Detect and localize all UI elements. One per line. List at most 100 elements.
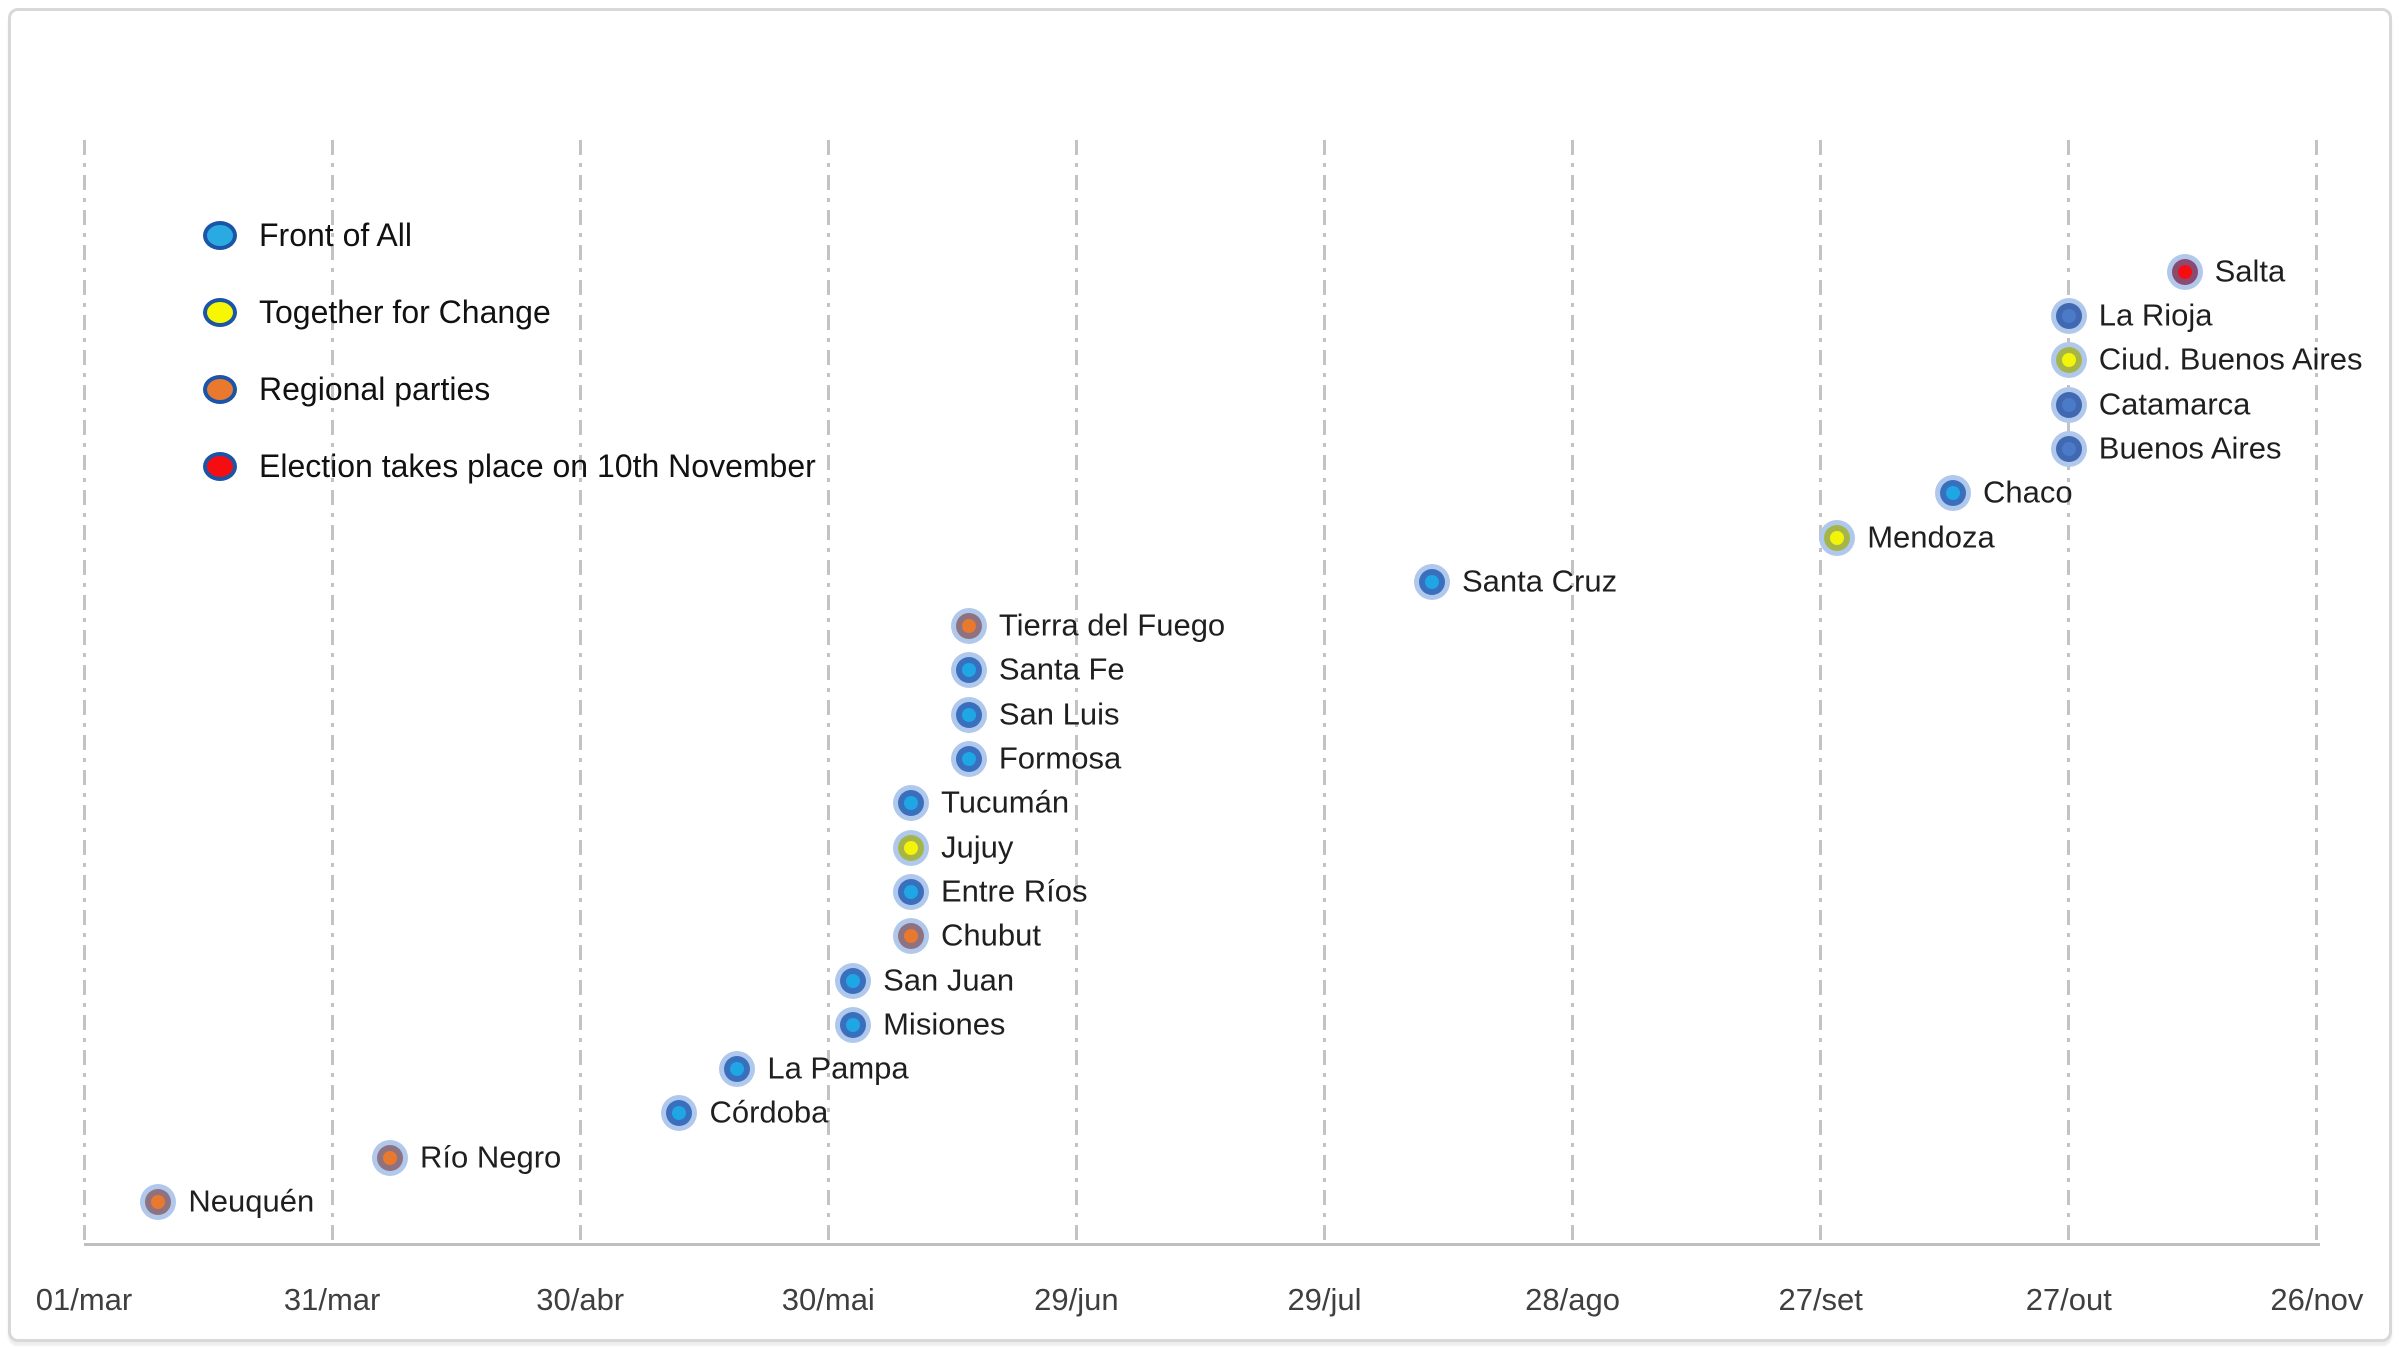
point-marker-tierra-del-fuego [950,608,987,645]
point-marker-entre-rios [893,873,929,910]
point-marker-chaco [1935,475,1972,512]
legend-label-regional-parties: Regional parties [259,370,491,407]
point-ring-san-luis [955,701,982,728]
point-core-la-pampa [730,1062,745,1077]
x-tick-label: 28/ago [1525,1282,1621,1317]
point-ring-tucuman [898,790,924,817]
x-tick-label: 26/nov [2270,1282,2364,1317]
point-marker-ciud-buenos-aires [2050,342,2087,379]
point-ring-neuquen [145,1189,172,1215]
gridline-27-out [2067,140,2071,1243]
point-label-formosa: Formosa [998,740,1122,776]
point-marker-jujuy [893,829,929,866]
point-ring-formosa [955,746,982,772]
point-label-santa-cruz: Santa Cruz [1462,563,1618,599]
point-marker-mendoza [1819,519,1856,556]
point-core-salta [2177,264,2192,279]
point-core-santa-fe [961,663,976,678]
point-label-la-pampa: La Pampa [767,1050,909,1086]
point-ring-catamarca [2055,391,2082,418]
legend-marker-regional-parties [203,374,237,404]
point-marker-san-juan [835,962,872,999]
point-ring-chubut [898,923,924,950]
point-label-entre-rios: Entre Ríos [941,873,1088,909]
point-core-buenos-aires [2061,441,2076,456]
x-tick-label: 29/jul [1287,1282,1362,1317]
legend-marker-election-10-nov [203,451,237,481]
point-marker-cordoba [661,1095,698,1132]
point-ring-santa-fe [955,657,982,684]
point-label-chaco: Chaco [1983,474,2073,510]
legend-label-front-of-all: Front of All [259,216,412,253]
legend-label-together-for-change: Together for Change [259,293,551,330]
point-ring-mendoza [1824,524,1851,551]
point-label-misiones: Misiones [883,1006,1006,1042]
point-core-rio-negro [382,1150,397,1165]
point-ring-ciud-buenos-aires [2055,347,2082,374]
gridline-31-mar [330,140,334,1243]
point-ring-buenos-aires [2055,435,2082,462]
point-ring-la-pampa [724,1056,751,1083]
point-core-mendoza [1830,530,1845,545]
x-tick-label: 30/mai [781,1282,875,1317]
point-core-ciud-buenos-aires [2061,353,2076,368]
x-tick-label: 31/mar [283,1282,381,1317]
point-core-entre-rios [904,884,918,899]
point-marker-la-rioja [2050,298,2087,334]
point-ring-rio-negro [376,1144,403,1171]
gridline-01-mar [82,140,86,1243]
point-ring-entre-rios [898,878,924,905]
point-ring-cordoba [666,1100,693,1127]
point-core-san-luis [961,707,976,722]
point-marker-la-pampa [719,1051,756,1088]
gridline-28-ago [1571,140,1575,1243]
point-marker-neuquen [140,1184,177,1220]
point-label-cordoba: Córdoba [709,1094,829,1130]
gridline-27-set [1819,140,1823,1243]
legend-item-election-10-nov: Election takes place on 10th November [203,447,816,484]
legend-item-together-for-change: Together for Change [203,293,816,330]
point-marker-santa-fe [950,652,987,689]
point-label-san-luis: San Luis [998,695,1120,731]
point-core-tucuman [904,796,918,811]
legend: Front of All Together for Change Regional … [203,216,816,527]
gridline-30-abr [578,140,582,1243]
point-marker-santa-cruz [1414,563,1450,600]
point-core-formosa [961,752,976,766]
point-label-ciud-buenos-aires: Ciud. Buenos Aires [2098,341,2363,377]
point-marker-misiones [835,1006,872,1043]
point-core-cordoba [672,1106,687,1121]
point-label-rio-negro: Río Negro [419,1138,562,1174]
point-label-san-juan: San Juan [883,961,1015,997]
point-ring-tierra-del-fuego [955,613,982,640]
point-ring-santa-cruz [1419,568,1445,595]
point-core-san-juan [846,973,861,988]
point-core-chubut [904,929,918,944]
legend-label-election-10-nov: Election takes place on 10th November [259,447,816,484]
x-tick-label: 30/abr [536,1282,625,1317]
point-label-santa-fe: Santa Fe [998,651,1125,687]
point-label-mendoza: Mendoza [1867,518,1995,554]
point-marker-formosa [950,741,987,777]
point-ring-san-juan [840,967,867,994]
point-marker-chubut [893,918,929,955]
point-label-salta: Salta [2214,252,2286,288]
point-ring-jujuy [898,834,924,861]
legend-marker-front-of-all [203,220,237,250]
point-marker-salta [2166,253,2203,290]
point-ring-salta [2171,258,2198,285]
point-marker-catamarca [2050,386,2087,423]
x-tick-label: 29/jun [1034,1282,1119,1317]
gridline-29-jul [1323,140,1326,1243]
x-tick-label: 27/set [1778,1282,1863,1317]
point-label-tucuman: Tucumán [941,784,1070,820]
chart-frame [8,8,2392,1342]
point-label-neuquen: Neuquén [188,1183,315,1219]
point-ring-la-rioja [2055,303,2082,329]
point-ring-chaco [1940,480,1967,507]
point-label-chubut: Chubut [941,917,1041,953]
gridline-30-mai [826,140,830,1243]
point-core-catamarca [2061,397,2076,412]
legend-marker-together-for-change [203,297,237,327]
point-core-chaco [1946,486,1961,501]
